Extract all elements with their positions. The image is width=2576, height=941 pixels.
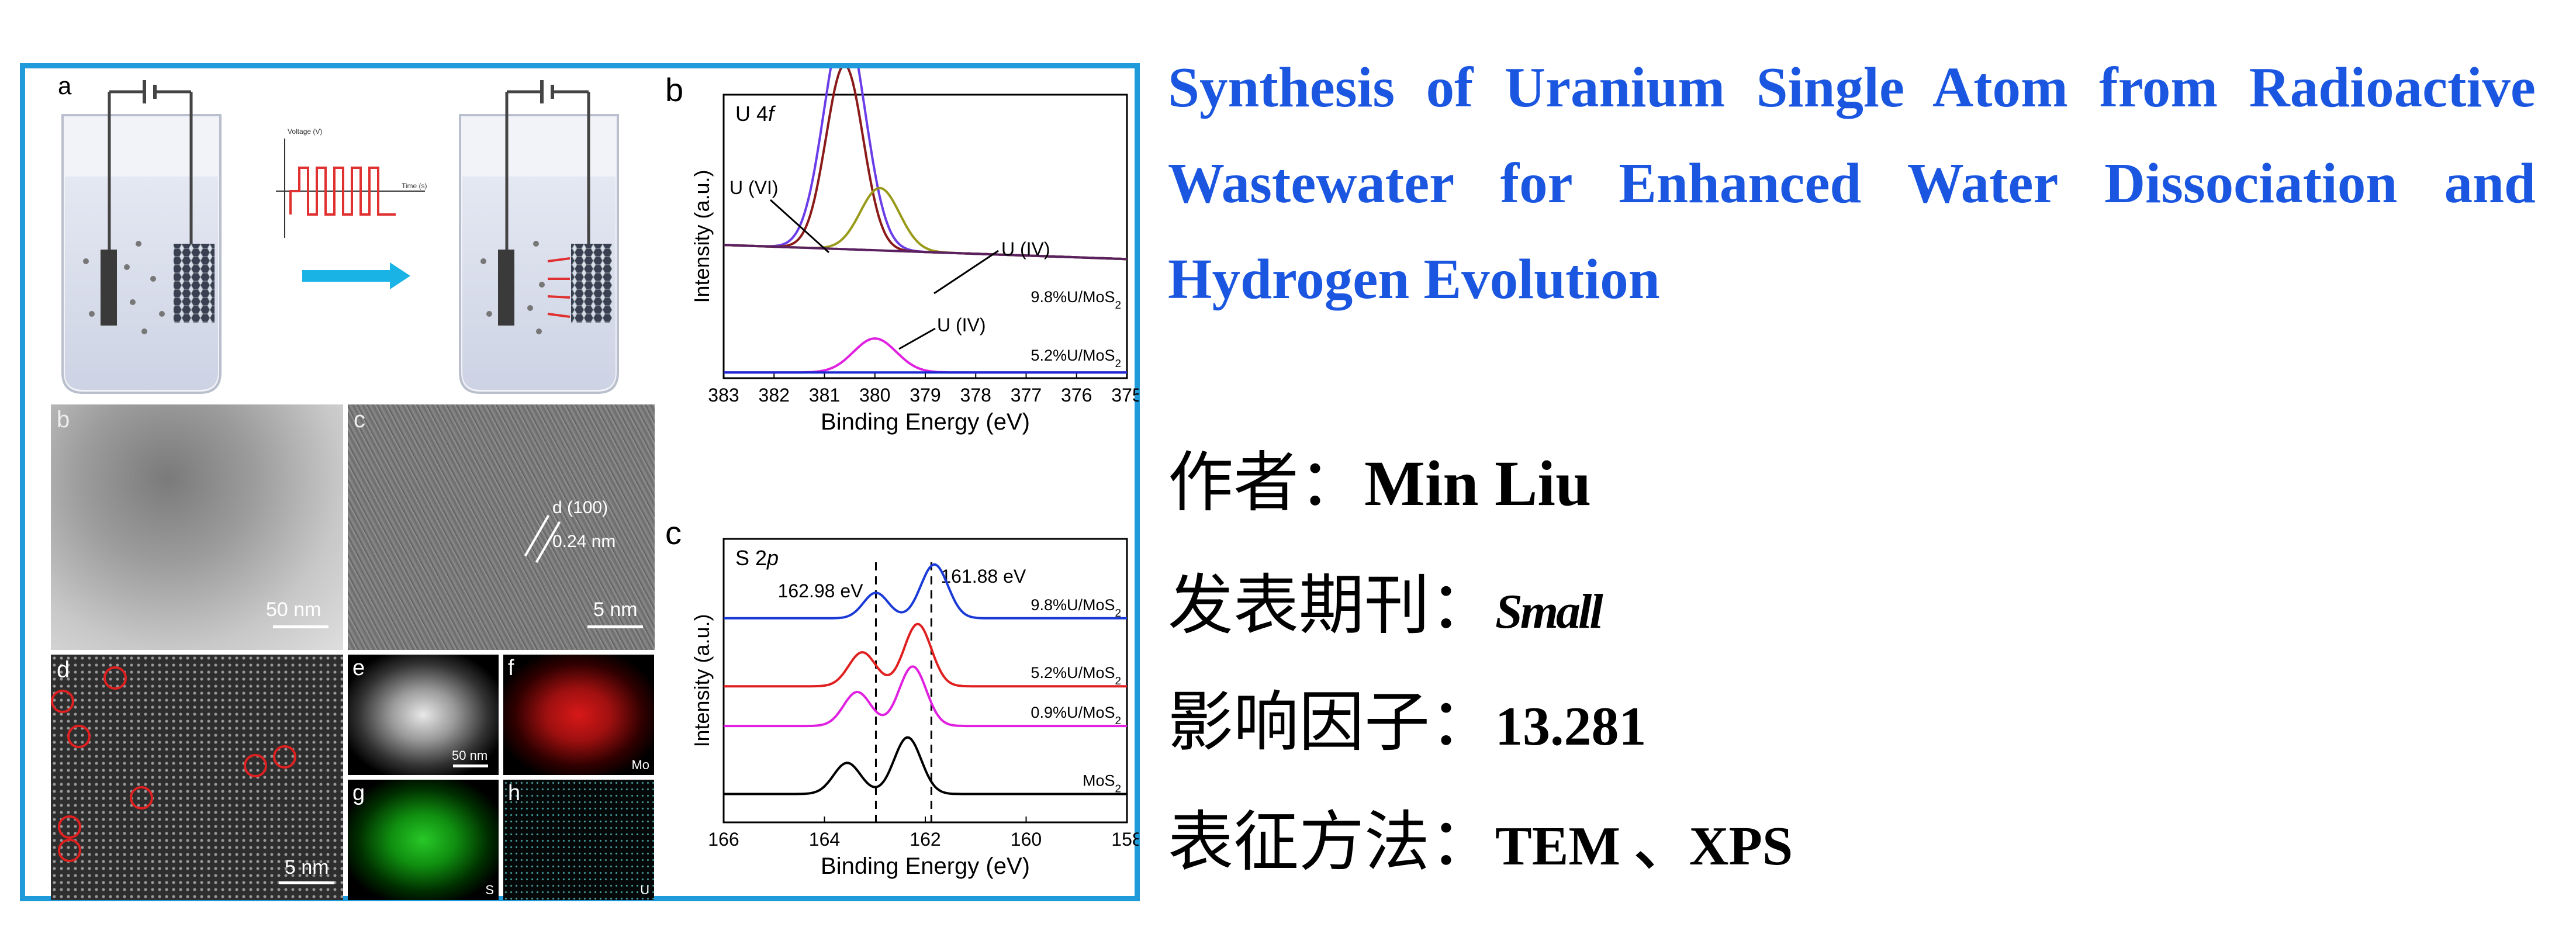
beaker-left-icon [61,80,222,394]
figure-frame: a [20,63,1140,901]
impact-factor-label: 影响因子： [1168,684,1495,760]
panel-f-mo-map: f Mo [503,655,654,775]
scale-bar-label-b: 50 nm [266,598,321,621]
x-tick-label: 162 [910,829,941,850]
plot-frame [722,94,1128,379]
panel-label-c-xps: c [665,514,682,551]
impact-factor-value: 13.281 [1495,696,1647,757]
scale-bar-label-d: 5 nm [285,856,329,878]
panel-e-haadf-map: e 50 nm [348,655,499,775]
scale-bar-e [453,764,488,767]
x-tick-label: 376 [1061,385,1092,406]
series-line-3 [723,186,1128,261]
series-label: MoS2 [1083,772,1121,795]
series-line-1 [723,68,1128,261]
methods-label: 表征方法： [1168,804,1495,880]
series-line-2 [724,622,1127,688]
x-axis-label: Binding Energy (eV) [821,853,1030,879]
series-line-4 [724,736,1127,795]
x-tick-label: 381 [809,385,840,406]
panel-label-g: g [352,781,365,805]
x-tick-label: 382 [759,385,790,406]
schematic-drawing: Voltage (V) Time (s) [61,80,619,394]
x-tick-label: 377 [1011,385,1042,406]
x-tick-label: 380 [859,385,890,406]
sample-label-5-2: 5.2%U/MoS2 [1031,347,1121,370]
panel-label-b-tem: b [57,407,70,433]
scale-bar-label-e: 50 nm [452,748,488,763]
panel-b-tem-image: b 50 nm [51,404,343,650]
schematic-x-axis-label: Time (s) [402,182,427,190]
x-tick-label: 158 [1111,829,1139,850]
series-label: 9.8%U/MoS2 [1031,596,1121,620]
x-tick-label: 166 [708,829,739,850]
panel-d-haadf-image: d 5 nm [51,655,343,900]
lattice-plane-label: d (100) [552,498,608,517]
sample-label-9-8: 9.8%U/MoS2 [1031,288,1121,312]
annotation-u-iv-lower: U (IV) [937,314,986,335]
author-label: 作者： [1168,445,1364,521]
y-axis-label: Intensity (a.u.) [690,614,714,747]
panel-label-a: a [58,72,72,99]
x-axis-label: Binding Energy (eV) [821,409,1030,435]
x-tick-label: 379 [910,385,941,406]
panel-label-d: d [57,657,70,683]
paper-title: Synthesis of Uranium Single Atom from Ra… [1168,56,2536,310]
annotation-arrow [769,199,830,254]
series-label: 5.2%U/MoS2 [1031,664,1121,687]
series-line-1 [724,563,1127,620]
series-line-2 [723,68,1128,261]
panel-h-u-map: h U [503,780,654,900]
annotation-arrow [933,250,999,295]
single-atom-markers [51,666,296,862]
methods-value: TEM 、XPS [1495,816,1793,877]
panel-c-hrtem-image: c d (100) 0.24 nm 5 nm [348,404,655,650]
x-tick-label: 378 [960,385,991,406]
author-value: Min Liu [1364,448,1592,519]
voltage-waveform: Voltage (V) Time (s) [276,127,427,289]
xps-s2p-chart: 166 164 162 160 158 Binding Energy (eV) Intens… [690,538,1139,879]
panel-g-s-map: g S [348,780,499,900]
x-tick-label: 375 [1111,385,1139,406]
reference-line-label: 162.98 eV [778,580,864,601]
series-label: 0.9%U/MoS2 [1031,704,1121,727]
journal-label: 发表期刊： [1168,568,1495,644]
impact-factor-line: 影响因子：13.281 [1168,669,1647,764]
chart-title: U 4f [735,102,776,126]
lattice-spacing-label: 0.24 nm [552,532,616,551]
element-label-u: U [640,883,649,897]
panel-label-e: e [352,656,365,680]
y-axis-label: Intensity (a.u.) [690,169,714,303]
reference-line-label: 161.88 eV [941,566,1026,587]
element-label-s: S [485,883,494,897]
scale-bar-b [273,625,329,628]
scale-bar-d [279,881,334,884]
x-tick-label: 164 [809,829,840,850]
scale-bar-label-c: 5 nm [593,598,638,621]
panel-label-f: f [508,656,514,680]
annotation-u-iv-upper: U (IV) [1001,238,1050,260]
panel-a-schematic: a [51,68,653,399]
x-tick-label: 160 [1011,829,1042,850]
xps-u4f-chart: 383 382 381 380 379 378 377 376 375 Binding Energ… [690,68,1139,435]
annotation-arrow [898,327,936,350]
journal-value: Small [1495,584,1603,639]
panel-label-h: h [508,781,521,805]
journal-line: 发表期刊：Small [1168,552,1603,647]
series-line-3 [724,665,1127,728]
panel-label-b-xps: b [665,71,684,108]
annotation-u-vi: U (VI) [729,177,779,198]
x-tick-label: 383 [708,385,739,406]
chart-title: S 2p [735,546,779,570]
element-label-mo: Mo [631,757,649,772]
series-line-4 [723,244,1128,261]
panel-label-c-tem: c [354,407,365,433]
author-line: 作者：Min Liu [1168,430,1591,524]
schematic-y-axis-label: Voltage (V) [288,127,322,136]
methods-line: 表征方法：TEM 、XPS [1168,789,1793,884]
scale-bar-c [587,625,643,628]
beaker-right-icon [459,80,619,394]
